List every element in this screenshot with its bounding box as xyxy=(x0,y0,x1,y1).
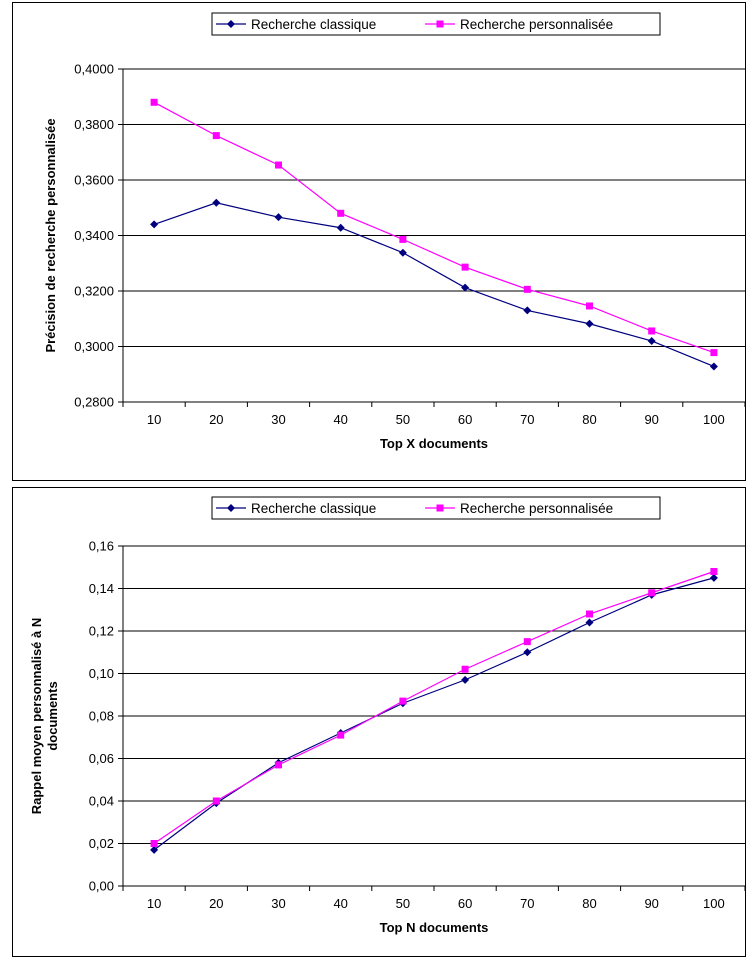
precision-point-personnalisee xyxy=(150,98,158,106)
recall-x-tick-label: 70 xyxy=(520,896,534,911)
recall-y-tick-label: 0,14 xyxy=(89,581,114,596)
recall-legend: Recherche classique Recherche personnalis… xyxy=(211,496,661,520)
recall-point-personnalisee xyxy=(399,697,407,705)
recall-series-personnalisee xyxy=(150,568,718,847)
recall-y-tick-label: 0,12 xyxy=(89,624,114,639)
recall-chart: 0,00 0,02 0,04 0,06 0,08 0,10 0,12 0,14 0,16 10 20… xyxy=(29,496,745,935)
recall-x-tick-label: 50 xyxy=(396,896,410,911)
precision-point-personnalisee xyxy=(523,285,531,293)
precision-line-personnalisee xyxy=(153,101,715,354)
recall-legend-marker xyxy=(227,504,235,512)
recall-point-classique xyxy=(709,573,718,582)
precision-y-tick-label: 0,3200 xyxy=(74,284,114,299)
precision-x-axis-title: Top X documents xyxy=(380,436,488,451)
recall-point-personnalisee xyxy=(275,761,282,769)
recall-line-classique xyxy=(153,577,715,851)
precision-point-classique xyxy=(461,283,470,292)
precision-point-classique xyxy=(274,213,283,222)
precision-x-tick-label: 50 xyxy=(396,412,410,427)
recall-chart-frame: 0,00 0,02 0,04 0,06 0,08 0,10 0,12 0,14 0,16 10 20… xyxy=(12,487,746,957)
recall-x-tick-label: 10 xyxy=(147,896,161,911)
precision-x-tick-label: 10 xyxy=(147,412,161,427)
precision-x-tick-label: 30 xyxy=(271,412,285,427)
precision-point-classique xyxy=(150,220,159,229)
precision-x-tick-label: 60 xyxy=(458,412,472,427)
precision-point-classique xyxy=(523,306,532,315)
recall-y-tick-label: 0,00 xyxy=(89,879,114,894)
precision-y-tick-label: 0,3400 xyxy=(74,228,114,243)
precision-y-axis-title: Précision de recherche personnalisée xyxy=(43,118,58,352)
precision-y-tick-label: 0,3600 xyxy=(74,173,114,188)
precision-x-tick-label: 100 xyxy=(703,412,725,427)
precision-point-classique xyxy=(212,198,221,207)
precision-series-classique xyxy=(150,198,718,371)
recall-point-personnalisee xyxy=(337,731,345,739)
precision-legend-label: Recherche classique xyxy=(251,17,376,32)
recall-y-tick-label: 0,04 xyxy=(89,794,114,809)
recall-point-personnalisee xyxy=(523,638,531,646)
recall-x-tick-label: 100 xyxy=(703,896,725,911)
precision-point-personnalisee xyxy=(648,327,656,335)
recall-series-classique xyxy=(150,573,718,854)
recall-y-tick-label: 0,10 xyxy=(89,666,114,681)
precision-y-tick-label: 0,2800 xyxy=(74,395,114,410)
recall-x-tick-label: 20 xyxy=(209,896,223,911)
recall-x-tick-label: 80 xyxy=(582,896,596,911)
precision-y-tick-label: 0,4000 xyxy=(74,62,114,77)
precision-x-tick-label: 80 xyxy=(582,412,596,427)
precision-point-personnalisee xyxy=(461,263,469,271)
recall-point-personnalisee xyxy=(212,797,220,805)
precision-y-tick-label: 0,3800 xyxy=(74,117,114,132)
recall-point-classique xyxy=(461,675,470,684)
precision-chart: 0,2800 0,3000 0,3200 0,3400 0,3600 0,3800 0,40… xyxy=(43,12,745,451)
recall-y-tick-label: 0,02 xyxy=(89,836,114,851)
recall-x-tick-label: 30 xyxy=(271,896,285,911)
recall-point-personnalisee xyxy=(150,840,158,847)
recall-legend-label: Recherche classique xyxy=(251,501,376,516)
precision-x-tick-label: 20 xyxy=(209,412,223,427)
precision-series-personnalisee xyxy=(150,98,718,357)
recall-legend-marker xyxy=(436,504,444,512)
recall-point-personnalisee xyxy=(586,610,593,618)
recall-y-axis-title: documents xyxy=(45,681,60,750)
precision-point-personnalisee xyxy=(586,302,593,310)
precision-x-tick-label: 70 xyxy=(520,412,534,427)
recall-x-tick-label: 60 xyxy=(458,896,472,911)
recall-y-tick-label: 0,08 xyxy=(89,709,114,724)
recall-point-classique xyxy=(150,845,159,854)
recall-x-tick-label: 90 xyxy=(644,896,658,911)
recall-y-axis-title: Rappel moyen personnalisé à N xyxy=(29,618,44,815)
recall-legend-label: Recherche personnalisée xyxy=(460,501,613,516)
precision-point-personnalisee xyxy=(399,235,407,243)
recall-point-classique xyxy=(523,648,532,657)
recall-y-tick-label: 0,16 xyxy=(89,539,114,554)
recall-point-personnalisee xyxy=(710,568,718,575)
precision-point-classique xyxy=(336,223,345,232)
precision-x-tick-label: 90 xyxy=(644,412,658,427)
precision-legend-label: Recherche personnalisée xyxy=(460,17,613,32)
precision-x-tick-label: 40 xyxy=(333,412,347,427)
precision-y-tick-label: 0,3000 xyxy=(74,339,114,354)
recall-x-tick-label: 40 xyxy=(333,896,347,911)
precision-point-personnalisee xyxy=(337,209,345,217)
precision-legend: Recherche classique Recherche personnalis… xyxy=(211,12,661,36)
recall-line-personnalisee xyxy=(153,570,715,844)
precision-legend-marker xyxy=(436,20,444,28)
precision-point-personnalisee xyxy=(710,349,718,357)
precision-point-classique xyxy=(709,362,718,371)
recall-y-tick-label: 0,06 xyxy=(89,751,114,766)
precision-point-personnalisee xyxy=(275,161,282,169)
precision-legend-marker xyxy=(227,20,235,28)
precision-line-classique xyxy=(153,202,715,368)
recall-point-personnalisee xyxy=(648,589,656,597)
recall-point-classique xyxy=(585,618,594,627)
recall-x-axis-title: Top N documents xyxy=(380,920,489,935)
precision-point-classique xyxy=(585,319,594,328)
precision-point-personnalisee xyxy=(212,132,220,140)
precision-chart-frame: 0,2800 0,3000 0,3200 0,3400 0,3600 0,3800 0,40… xyxy=(12,2,746,481)
precision-point-classique xyxy=(398,248,407,257)
recall-point-personnalisee xyxy=(461,665,469,673)
precision-point-classique xyxy=(647,336,656,345)
